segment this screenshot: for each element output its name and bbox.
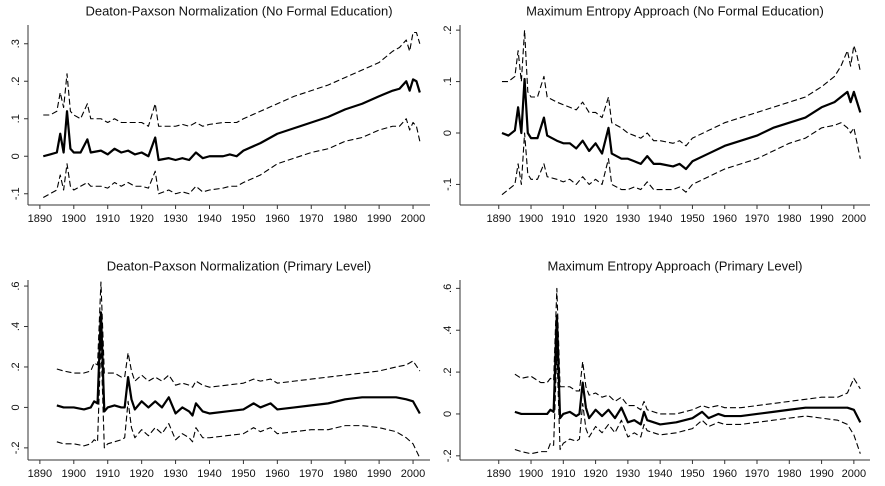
x-tick-label: 1990 [809, 468, 833, 480]
y-tick-label: .2 [442, 367, 454, 376]
x-tick-label: 1940 [648, 468, 672, 480]
y-tick-label: .3 [10, 39, 22, 48]
confidence-line [56, 342, 421, 459]
x-tick-label: 1970 [745, 468, 769, 480]
estimate-line [56, 311, 421, 417]
y-tick-label: 0 [10, 153, 22, 159]
x-tick-label: 1920 [583, 468, 607, 480]
x-tick-label: 1900 [519, 468, 543, 480]
x-tick-label: 1950 [231, 213, 255, 225]
y-tick-label: -.2 [10, 441, 22, 454]
x-tick-label: 1920 [129, 468, 153, 480]
confidence-line [501, 29, 861, 147]
x-tick-label: 1890 [28, 213, 52, 225]
estimate-line [501, 77, 862, 171]
x-tick-label: 1930 [163, 213, 187, 225]
chart-title: Deaton-Paxson Normalization (No Formal E… [85, 3, 392, 18]
x-tick-label: 1980 [777, 468, 801, 480]
estimate-line [514, 314, 862, 426]
chart-title: Maximum Entropy Approach (Primary Level) [547, 258, 802, 273]
x-tick-label: 1910 [551, 213, 575, 225]
x-tick-label: 1910 [551, 468, 575, 480]
x-tick-label: 1920 [583, 213, 607, 225]
x-tick-label: 1910 [95, 213, 119, 225]
y-tick-label: -.1 [442, 178, 454, 191]
x-tick-label: 1960 [712, 468, 736, 480]
x-tick-label: 1930 [616, 213, 640, 225]
x-tick-label: 1940 [648, 213, 672, 225]
y-tick-label: .2 [442, 26, 454, 35]
x-tick-label: 1920 [129, 213, 153, 225]
estimate-line [42, 78, 421, 162]
x-tick-label: 1980 [333, 468, 357, 480]
x-tick-label: 2000 [842, 468, 866, 480]
x-tick-label: 1930 [163, 468, 187, 480]
x-tick-label: 1960 [712, 213, 736, 225]
confidence-line [43, 31, 421, 127]
x-tick-label: 1900 [519, 213, 543, 225]
x-tick-label: 1980 [777, 213, 801, 225]
confidence-line [514, 287, 861, 415]
y-tick-label: -.2 [442, 449, 454, 462]
x-tick-label: 1900 [62, 468, 86, 480]
x-tick-label: 1990 [367, 468, 391, 480]
x-tick-label: 1900 [62, 213, 86, 225]
x-tick-label: 1970 [299, 468, 323, 480]
x-tick-label: 2000 [842, 213, 866, 225]
y-tick-label: .2 [10, 362, 22, 371]
x-tick-label: 2000 [401, 468, 425, 480]
y-tick-label: .4 [442, 326, 454, 335]
x-tick-label: 2000 [401, 213, 425, 225]
confidence-line [43, 118, 421, 198]
x-tick-label: 1930 [616, 468, 640, 480]
y-tick-label: .1 [10, 114, 22, 123]
y-tick-label: 0 [442, 411, 454, 417]
y-tick-label: 0 [442, 130, 454, 136]
y-tick-label: .2 [10, 77, 22, 86]
y-tick-label: .4 [10, 322, 22, 331]
chart-title: Maximum Entropy Approach (No Formal Educ… [526, 3, 824, 18]
x-tick-label: 1940 [197, 213, 221, 225]
y-tick-label: -.1 [10, 187, 22, 200]
x-tick-label: 1970 [745, 213, 769, 225]
x-tick-label: 1990 [809, 213, 833, 225]
x-tick-label: 1980 [333, 213, 357, 225]
x-tick-label: 1950 [680, 468, 704, 480]
x-tick-label: 1940 [197, 468, 221, 480]
x-tick-label: 1960 [265, 468, 289, 480]
y-tick-label: .1 [442, 77, 454, 86]
y-tick-label: 0 [10, 404, 22, 410]
x-tick-label: 1890 [486, 213, 510, 225]
x-tick-label: 1950 [680, 213, 704, 225]
x-tick-label: 1890 [28, 468, 52, 480]
confidence-line [514, 350, 861, 455]
confidence-line [501, 122, 861, 196]
x-tick-label: 1950 [231, 468, 255, 480]
x-tick-label: 1970 [299, 213, 323, 225]
x-tick-label: 1890 [486, 468, 510, 480]
chart-title: Deaton-Paxson Normalization (Primary Lev… [107, 258, 371, 273]
x-tick-label: 1960 [265, 213, 289, 225]
y-tick-label: .6 [10, 281, 22, 290]
x-tick-label: 1990 [367, 213, 391, 225]
x-tick-label: 1910 [95, 468, 119, 480]
y-tick-label: .6 [442, 284, 454, 293]
confidence-line [56, 281, 421, 388]
